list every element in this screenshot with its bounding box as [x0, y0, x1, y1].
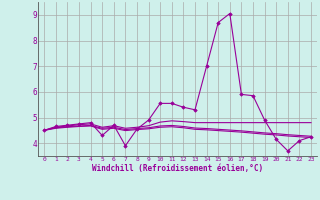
X-axis label: Windchill (Refroidissement éolien,°C): Windchill (Refroidissement éolien,°C): [92, 164, 263, 173]
